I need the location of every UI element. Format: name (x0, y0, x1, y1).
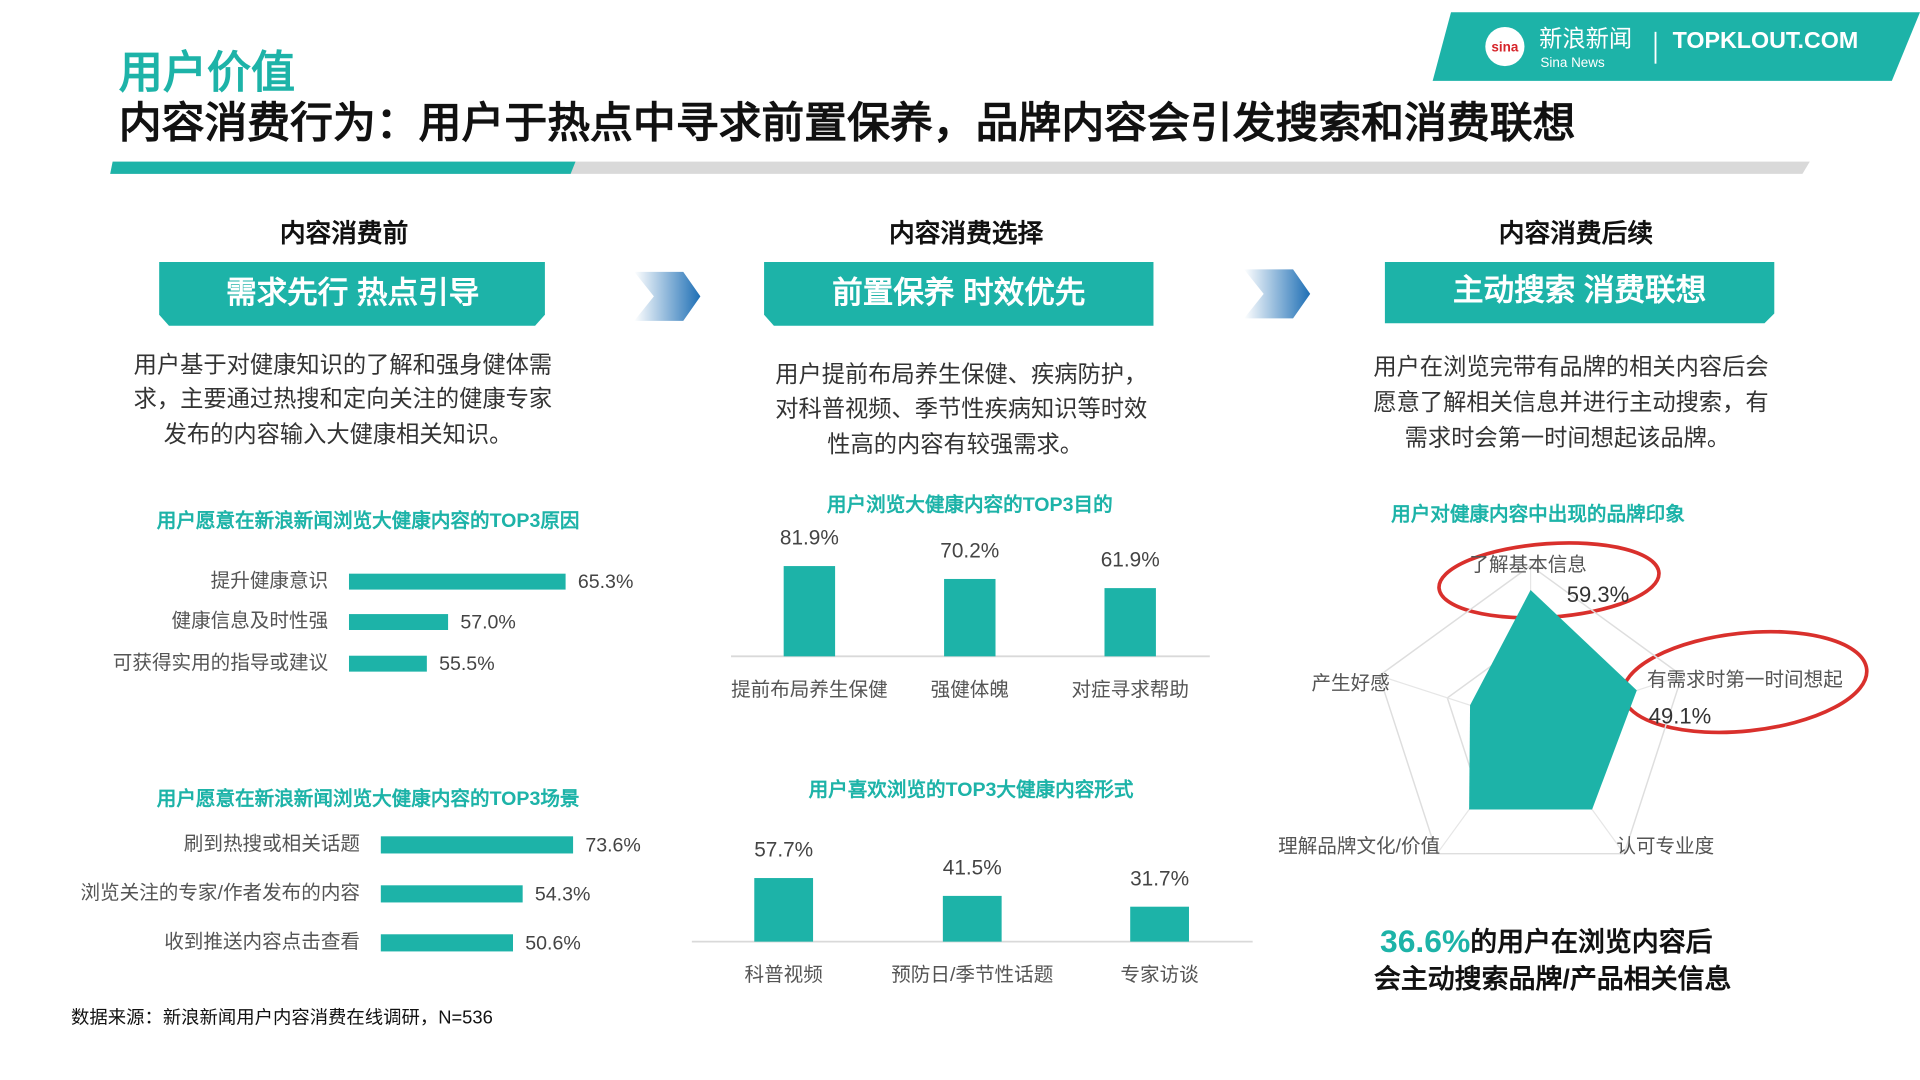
chart-title: 用户对健康内容中出现的品牌印象 (1391, 503, 1685, 526)
column-text: 用户基于对健康知识的了解和强身健体需 (134, 351, 553, 377)
bar (348, 573, 566, 590)
category-label: 浏览关注的专家/作者发布的内容 (80, 882, 360, 904)
column-text: 发布的内容输入大健康相关知识。 (164, 421, 513, 447)
value-label: 41.5% (943, 856, 1002, 879)
column-text: 性高的内容有较强需求。 (827, 431, 1083, 457)
bar (783, 566, 836, 657)
axis-label: 有需求时第一时间想起 (1647, 669, 1843, 691)
value-label: 57.0% (460, 611, 516, 633)
bar (944, 578, 996, 657)
axis-label: 认可专业度 (1616, 836, 1714, 858)
bar (754, 878, 814, 942)
category-label: 科普视频 (745, 964, 823, 986)
column-text: 对科普视频、季节性疾病知识等时效 (775, 395, 1147, 421)
value-label: 65.3% (578, 571, 634, 593)
highlight-value: 36.6% (1380, 923, 1470, 959)
bar (380, 836, 574, 854)
banner-text: 需求先行 热点引导 (226, 276, 479, 310)
banner (764, 262, 1154, 326)
column-text: 需求时会第一时间想起该品牌。 (1405, 425, 1731, 451)
value-label: 81.9% (780, 527, 839, 550)
column: 内容消费选择 前置保养 时效优先 用户提前布局养生保健、疾病防护， 对科普视频、… (764, 218, 1154, 457)
flow-arrow (634, 271, 701, 321)
flow-arrow (1244, 269, 1311, 319)
radar-grid (1378, 564, 1683, 855)
value-label: 59.3% (1567, 582, 1629, 607)
category-label: 对症寻求帮助 (1071, 679, 1188, 701)
category-label: 预防日/季节性话题 (891, 964, 1053, 986)
logo-en: Sina News (1540, 55, 1605, 70)
chart-title: 用户愿意在新浪新闻浏览大健康内容的TOP3场景 (157, 787, 580, 810)
highlight-text: 的用户在浏览内容后 (1470, 926, 1712, 957)
value-label: 50.6% (525, 932, 581, 954)
highlight-text: 会主动搜索品牌/产品相关信息 (1374, 963, 1731, 994)
bar (1104, 588, 1156, 657)
column-heading: 内容消费前 (280, 218, 409, 248)
banner (1384, 262, 1775, 324)
chart-title: 用户浏览大健康内容的TOP3目的 (827, 493, 1113, 516)
bar (348, 614, 449, 630)
logo-icon (1485, 26, 1525, 67)
bar (348, 655, 427, 672)
value-label: 70.2% (940, 540, 999, 563)
title-underline-accent (110, 161, 576, 174)
axis-label: 了解基本信息 (1469, 554, 1586, 576)
logo-cn: 新浪新闻 (1539, 26, 1632, 52)
page-title: 内容消费行为：用户于热点中寻求前置保养，品牌内容会引发搜索和消费联想 (119, 99, 1576, 147)
column-heading: 内容消费后续 (1499, 218, 1654, 248)
column-text: 用户在浏览完带有品牌的相关内容后会 (1373, 354, 1768, 380)
value-label: 61.9% (1101, 549, 1160, 572)
chart-title: 用户愿意在新浪新闻浏览大健康内容的TOP3原因 (157, 509, 580, 532)
value-label: 49.1% (1649, 703, 1711, 728)
category-label: 刷到热搜或相关话题 (184, 833, 360, 855)
category-label: 可获得实用的指导或建议 (113, 652, 329, 674)
chart-title: 用户喜欢浏览的TOP3大健康内容形式 (809, 778, 1134, 801)
value-label: 73.6% (585, 834, 641, 856)
source-note: 数据来源：新浪新闻用户内容消费在线调研，N=536 (71, 1007, 493, 1028)
bar (1130, 906, 1189, 942)
category-label: 提升健康意识 (211, 570, 328, 592)
column-text: 愿意了解相关信息并进行主动搜索，有 (1373, 389, 1768, 415)
banner (159, 262, 545, 326)
column: 内容消费后续 主动搜索 消费联想 用户在浏览完带有品牌的相关内容后会 愿意了解相… (1373, 218, 1775, 451)
category-label: 提前布局养生保健 (731, 679, 888, 701)
bar (380, 934, 513, 952)
axis-label: 理解品牌文化/价值 (1278, 836, 1440, 858)
logo-band (1432, 12, 1920, 81)
category-label: 健康信息及时性强 (172, 610, 329, 632)
column: 内容消费前 需求先行 热点引导 用户基于对健康知识的了解和强身健体需 求，主要通… (134, 218, 553, 447)
bar (380, 885, 523, 903)
value-label: 57.7% (754, 839, 813, 862)
category-label: 强健体魄 (931, 679, 1009, 701)
axis-label: 产生好感 (1311, 673, 1389, 695)
bar (942, 895, 1002, 942)
section-title: 用户价值 (119, 49, 295, 98)
category-label: 收到推送内容点击查看 (164, 931, 360, 953)
value-label: 54.3% (535, 883, 591, 905)
logo-icon-text: sina (1491, 39, 1518, 54)
column-heading: 内容消费选择 (889, 218, 1044, 248)
banner-text: 前置保养 时效优先 (832, 275, 1085, 310)
column-text: 用户提前布局养生保健、疾病防护， (775, 361, 1147, 387)
value-label: 55.5% (439, 653, 495, 675)
category-label: 专家访谈 (1120, 964, 1199, 986)
highlight: 36.6%的用户在浏览内容后 (1380, 923, 1713, 959)
logo-brand: TOPKLOUT.COM (1673, 27, 1859, 53)
column-text: 求，主要通过热搜和定向关注的健康专家 (134, 386, 553, 412)
radar-area (1469, 590, 1637, 810)
value-label: 31.7% (1130, 867, 1189, 890)
banner-text: 主动搜索 消费联想 (1453, 274, 1706, 308)
